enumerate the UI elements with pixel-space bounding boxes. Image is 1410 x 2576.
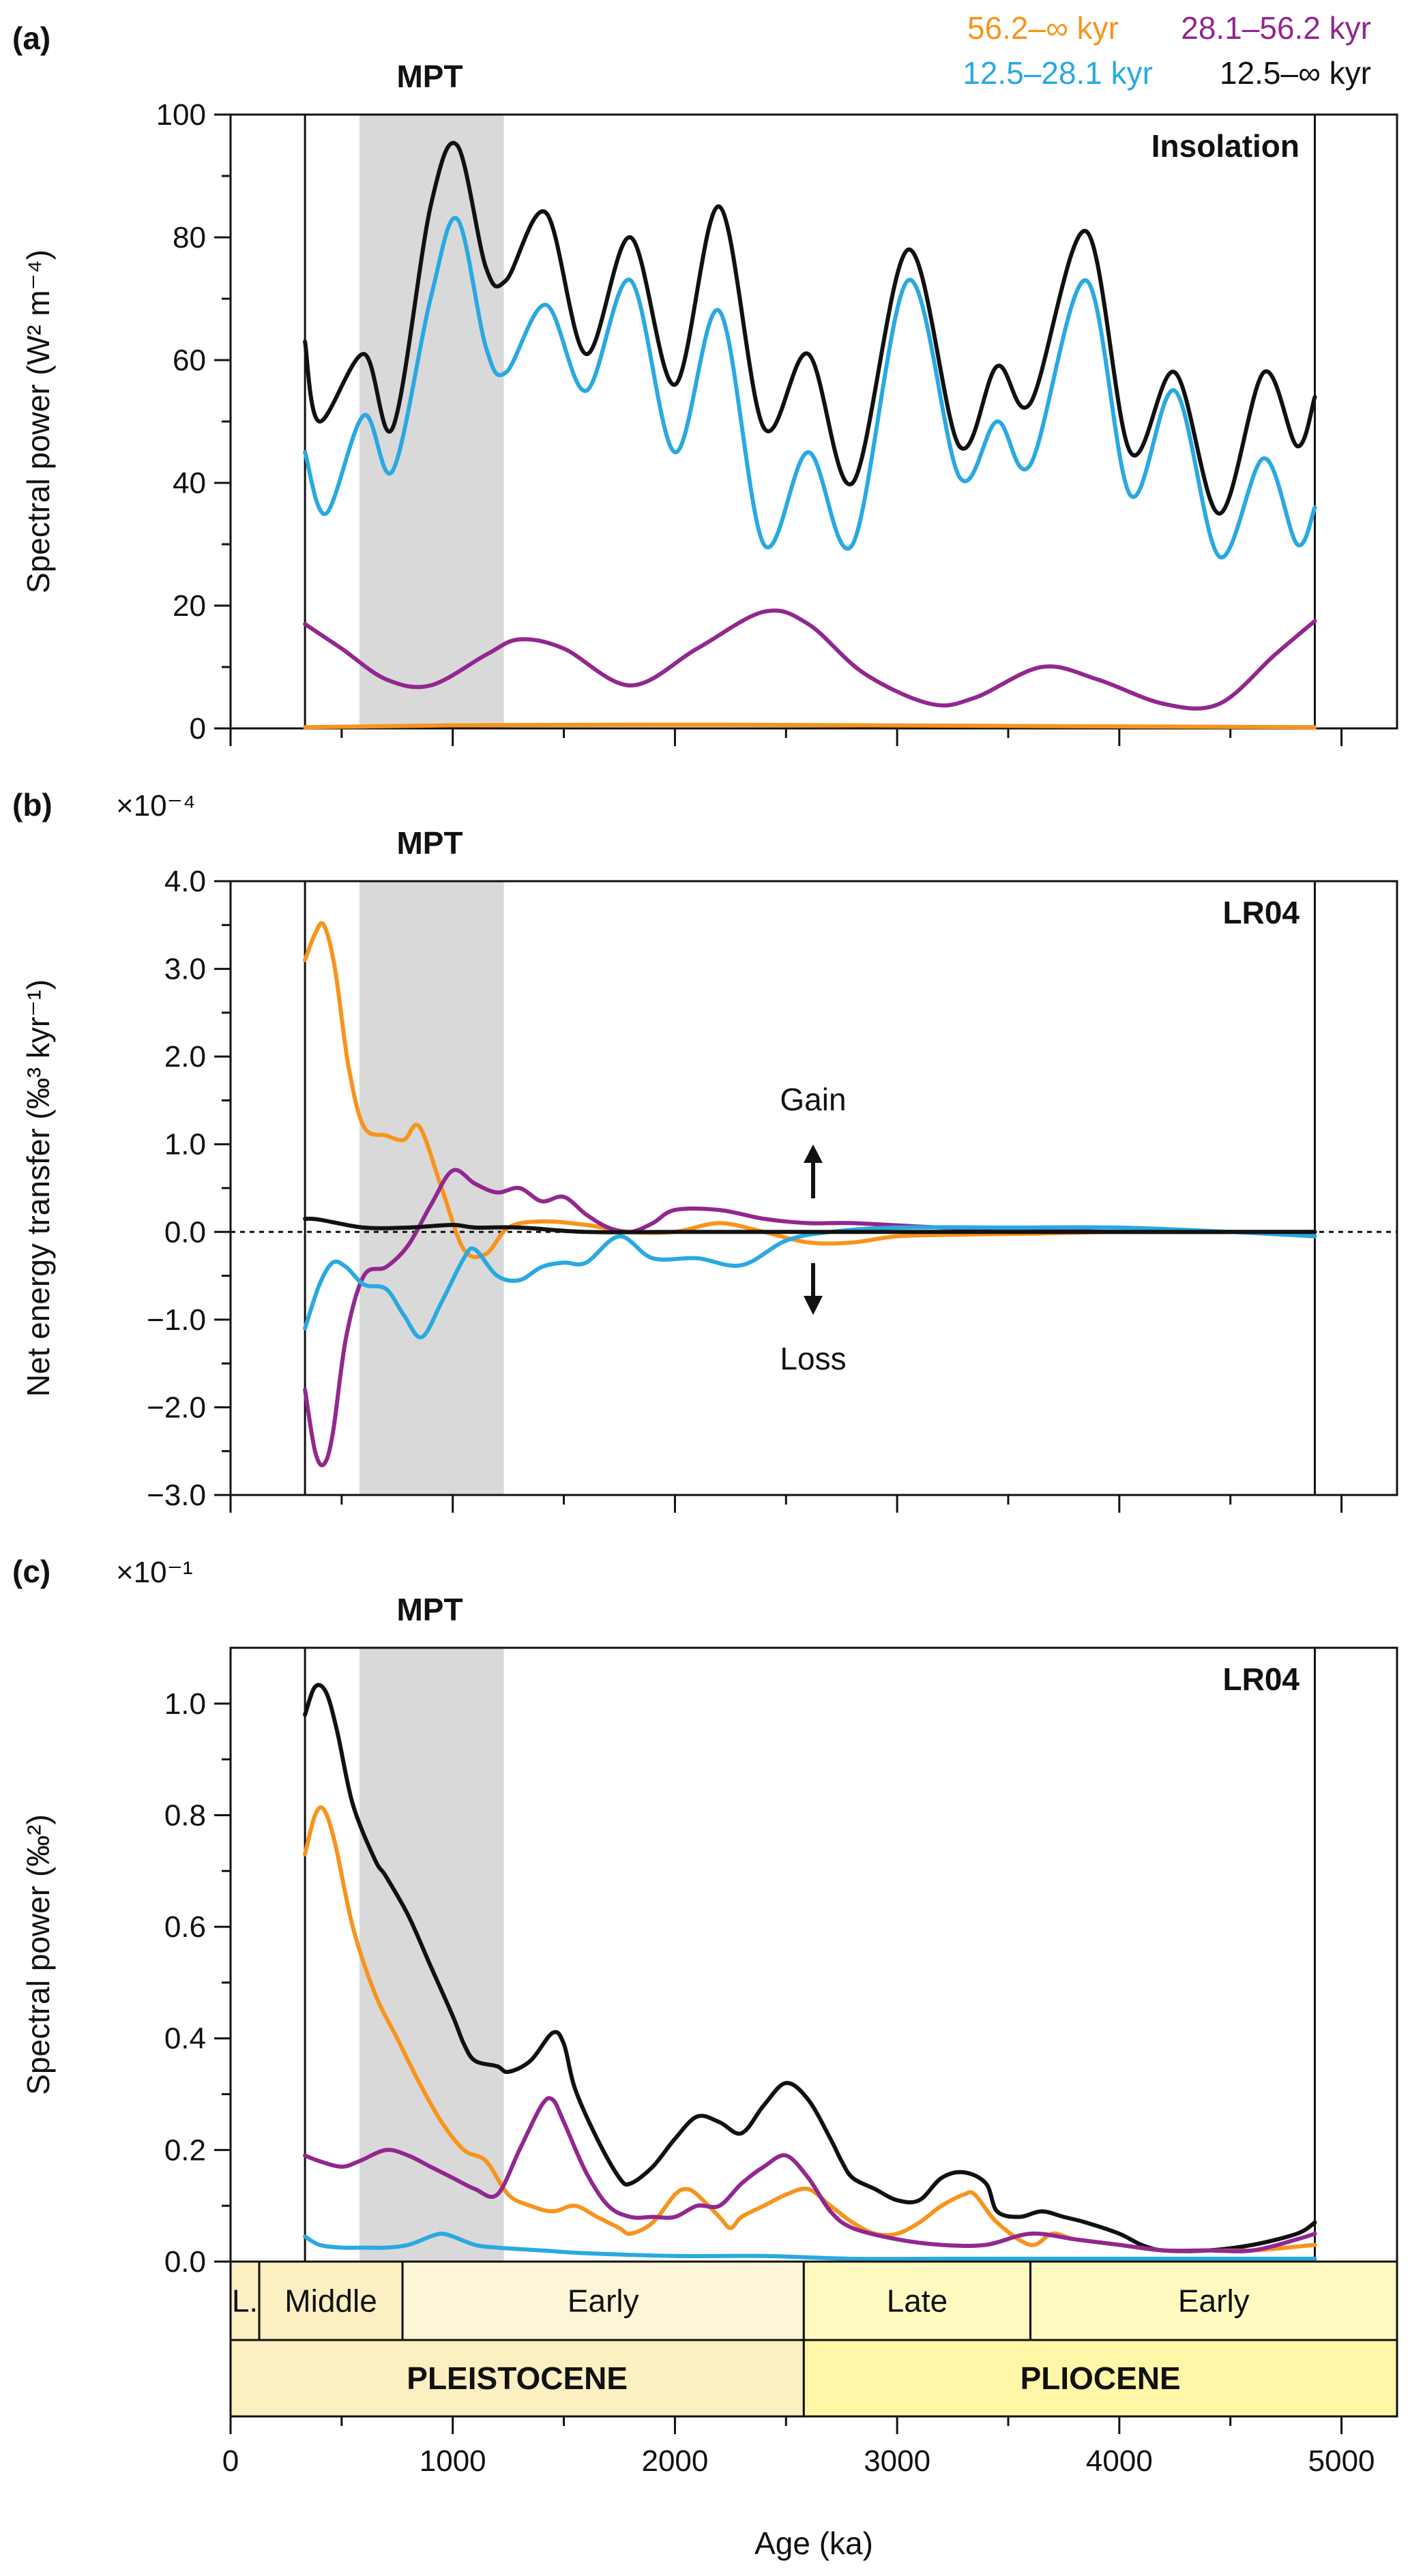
series-line-purple bbox=[303, 2096, 1317, 2253]
x-tick-label: 1000 bbox=[420, 2444, 486, 2478]
x-tick-label: 5000 bbox=[1308, 2444, 1375, 2478]
y-tick-label: 2.0 bbox=[164, 1040, 206, 1074]
panel-label: (a) bbox=[12, 20, 50, 56]
scale-label: ×10⁻¹ bbox=[116, 1556, 193, 1589]
series-line-blue bbox=[303, 216, 1317, 560]
age-box bbox=[1029, 2260, 1398, 2341]
series-line-blue bbox=[303, 1225, 1317, 1339]
series-line-blue bbox=[303, 2232, 1317, 2262]
epoch-label: PLEISTOCENE bbox=[407, 2360, 628, 2396]
series-line-black bbox=[303, 1216, 1317, 1234]
series-line-purple bbox=[303, 608, 1317, 711]
y-tick-label: 0.8 bbox=[164, 1798, 206, 1832]
y-tick-label: 1.0 bbox=[164, 1128, 206, 1161]
panel-title: LR04 bbox=[1223, 895, 1300, 930]
y-tick-label: −2.0 bbox=[147, 1391, 206, 1424]
y-tick-label: 60 bbox=[173, 344, 206, 377]
loss-label: Loss bbox=[780, 1341, 846, 1376]
legend-entry-black: 12.5–∞ kyr bbox=[1220, 55, 1371, 91]
legend-entry-purple: 28.1–56.2 kyr bbox=[1181, 10, 1371, 46]
x-tick-label: 3000 bbox=[864, 2444, 930, 2478]
x-tick-label: 2000 bbox=[641, 2444, 708, 2478]
age-label: L. bbox=[232, 2283, 258, 2319]
panel-label: (b) bbox=[12, 787, 53, 823]
y-axis-title: Spectral power (‰²) bbox=[20, 1814, 56, 2095]
age-label: Late bbox=[887, 2283, 948, 2319]
gain-label: Gain bbox=[780, 1082, 846, 1117]
x-axis-title: Age (ka) bbox=[754, 2526, 873, 2561]
y-tick-label: 0.2 bbox=[164, 2133, 206, 2167]
y-tick-label: 80 bbox=[173, 221, 206, 254]
y-tick-label: 0.6 bbox=[164, 1910, 206, 1944]
geologic-timescale: L. Middle Early Late Early PLEISTOCENE PLIOCEN… bbox=[229, 2260, 1398, 2418]
x-axis: Age (ka) 0 1000 2000 3000 4000 5000 bbox=[222, 2416, 1375, 2561]
y-tick-label: 0 bbox=[190, 712, 206, 745]
mpt-label: MPT bbox=[396, 825, 462, 861]
epoch-box bbox=[229, 2339, 805, 2418]
series-line-orange bbox=[303, 1805, 1317, 2253]
mpt-shading bbox=[359, 1648, 504, 2262]
panel-title: LR04 bbox=[1223, 1661, 1300, 1697]
y-tick-label: 0.0 bbox=[164, 1215, 206, 1249]
series-line-black bbox=[303, 140, 1317, 516]
y-tick-label: 20 bbox=[173, 589, 206, 623]
series-line-black bbox=[303, 1683, 1317, 2253]
y-tick-label: −3.0 bbox=[147, 1479, 206, 1512]
age-box bbox=[258, 2260, 404, 2341]
epoch-box bbox=[802, 2339, 1398, 2418]
mpt-label: MPT bbox=[396, 59, 462, 94]
x-tick-label: 4000 bbox=[1086, 2444, 1153, 2478]
legend: 56.2–∞ kyr 28.1–56.2 kyr 12.5–28.1 kyr 1… bbox=[963, 10, 1371, 91]
mpt-label: MPT bbox=[396, 1592, 462, 1627]
y-tick-label: 0.0 bbox=[164, 2245, 206, 2279]
age-box bbox=[401, 2260, 805, 2341]
x-tick-label: 0 bbox=[222, 2444, 239, 2478]
gain-arrow-icon bbox=[804, 1144, 823, 1198]
y-tick-label: 100 bbox=[156, 98, 206, 132]
panel-c: (c) ×10⁻¹ MPT LR04 Spectral power (‰²) 0… bbox=[12, 1554, 1398, 2279]
scale-label: ×10⁻⁴ bbox=[116, 789, 196, 823]
epoch-label: PLIOCENE bbox=[1020, 2360, 1181, 2396]
y-axis-title: Spectral power (W² m⁻⁴) bbox=[20, 250, 56, 593]
legend-entry-orange: 56.2–∞ kyr bbox=[967, 10, 1119, 46]
panel-label: (c) bbox=[12, 1554, 50, 1589]
age-label: Early bbox=[1178, 2283, 1250, 2319]
panel-b: (b) ×10⁻⁴ MPT LR04 Net energy transfer (… bbox=[12, 787, 1398, 1513]
y-tick-label: 3.0 bbox=[164, 953, 206, 986]
y-tick-label: 0.4 bbox=[164, 2022, 206, 2056]
series-line-orange bbox=[303, 722, 1317, 730]
age-label: Middle bbox=[284, 2283, 377, 2319]
y-tick-label: −1.0 bbox=[147, 1303, 206, 1337]
panel-title: Insolation bbox=[1151, 128, 1299, 164]
y-tick-label: 40 bbox=[173, 467, 206, 500]
y-tick-label: 1.0 bbox=[164, 1687, 206, 1721]
panel-a: (a) MPT Insolation Spectral power (W² m⁻… bbox=[12, 20, 1398, 746]
y-tick-label: 4.0 bbox=[164, 865, 206, 898]
y-axis-title: Net energy transfer (‰³ kyr⁻¹) bbox=[20, 979, 56, 1397]
series-line-orange bbox=[303, 921, 1317, 1260]
legend-entry-blue: 12.5–28.1 kyr bbox=[963, 55, 1153, 91]
age-label: Early bbox=[568, 2283, 639, 2319]
loss-arrow-icon bbox=[804, 1263, 823, 1315]
